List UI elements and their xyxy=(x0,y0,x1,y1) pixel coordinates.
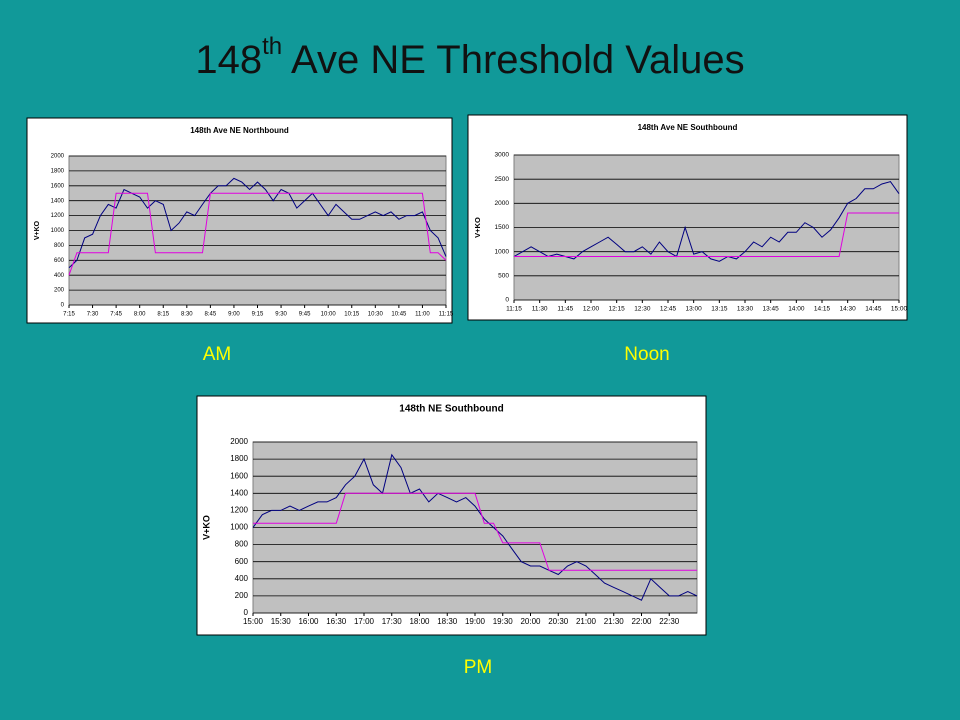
y-tick-label: 2000 xyxy=(230,437,248,446)
y-tick-label: 1600 xyxy=(230,471,248,480)
x-tick-label: 22:00 xyxy=(631,617,652,626)
x-tick-label: 11:30 xyxy=(532,306,548,313)
caption: AM xyxy=(203,344,232,365)
y-tick-label: 0 xyxy=(61,303,65,309)
x-tick-label: 14:15 xyxy=(814,306,831,313)
x-tick-label: 12:30 xyxy=(634,306,651,313)
slide-title: 148th Ave NE Threshold Values xyxy=(195,33,744,81)
x-tick-label: 22:30 xyxy=(659,617,680,626)
x-tick-label: 16:00 xyxy=(298,617,319,626)
series-line xyxy=(68,192,447,276)
y-tick-label: 1400 xyxy=(51,198,65,204)
y-tick-label: 200 xyxy=(235,591,249,600)
series-line xyxy=(513,181,900,262)
x-tick-label: 15:00 xyxy=(891,306,908,313)
y-tick-label: 400 xyxy=(54,273,65,279)
y-tick-label: 600 xyxy=(54,258,65,264)
x-tick-label: 19:00 xyxy=(465,617,486,626)
y-axis-label: V+KO xyxy=(473,217,482,238)
y-tick-label: 1500 xyxy=(495,224,510,231)
x-tick-label: 13:15 xyxy=(711,306,728,313)
y-tick-label: 1200 xyxy=(230,506,248,515)
y-tick-label: 1400 xyxy=(230,488,248,497)
y-tick-label: 1200 xyxy=(51,213,65,219)
chart-title: 148th Ave NE Southbound xyxy=(638,123,738,132)
x-tick-label: 21:30 xyxy=(604,617,625,626)
x-tick-label: 11:00 xyxy=(415,312,430,318)
x-tick-label: 7:30 xyxy=(87,312,99,318)
x-tick-label: 12:00 xyxy=(583,306,600,313)
x-tick-label: 15:30 xyxy=(271,617,292,626)
x-tick-label: 20:00 xyxy=(520,617,541,626)
y-tick-label: 1800 xyxy=(230,454,248,463)
series-line xyxy=(514,212,899,257)
title-main: 148 xyxy=(195,38,262,82)
x-tick-label: 21:00 xyxy=(576,617,597,626)
series-line xyxy=(253,492,697,571)
y-tick-label: 0 xyxy=(505,297,509,304)
y-tick-label: 1000 xyxy=(230,523,248,532)
y-tick-label: 400 xyxy=(235,574,249,583)
x-tick-label: 8:30 xyxy=(181,312,193,318)
x-tick-label: 7:15 xyxy=(63,312,75,318)
x-tick-label: 13:30 xyxy=(737,306,754,313)
y-tick-label: 1000 xyxy=(51,228,65,234)
y-tick-label: 500 xyxy=(498,273,509,280)
y-tick-label: 600 xyxy=(235,557,249,566)
y-tick-label: 3000 xyxy=(495,152,510,159)
x-tick-label: 11:45 xyxy=(557,306,573,313)
x-tick-label: 18:00 xyxy=(409,617,430,626)
x-tick-label: 8:00 xyxy=(134,312,146,318)
title-rest: Ave NE Threshold Values xyxy=(282,38,745,82)
x-tick-label: 10:15 xyxy=(344,312,360,318)
x-tick-label: 16:30 xyxy=(326,617,347,626)
x-tick-label: 20:30 xyxy=(548,617,569,626)
chart-title: 148th NE Southbound xyxy=(399,404,503,415)
x-tick-label: 14:30 xyxy=(840,306,857,313)
y-tick-label: 200 xyxy=(54,288,65,294)
series-line xyxy=(252,453,698,601)
x-tick-label: 17:30 xyxy=(382,617,403,626)
y-tick-label: 0 xyxy=(244,608,249,617)
caption: Noon xyxy=(624,344,669,365)
x-tick-label: 12:45 xyxy=(660,306,677,313)
y-tick-label: 2000 xyxy=(51,154,65,160)
x-tick-label: 14:45 xyxy=(865,306,882,313)
y-axis-label: V+KO xyxy=(34,220,41,240)
x-tick-label: 9:45 xyxy=(299,312,311,318)
y-tick-label: 1800 xyxy=(51,168,65,174)
y-tick-label: 2000 xyxy=(495,200,510,207)
x-tick-label: 13:00 xyxy=(686,306,703,313)
y-tick-label: 1000 xyxy=(495,248,510,255)
x-tick-label: 15:00 xyxy=(243,617,264,626)
y-tick-label: 2500 xyxy=(495,176,510,183)
caption: PM xyxy=(464,657,493,678)
y-tick-label: 800 xyxy=(54,243,65,249)
x-tick-label: 17:00 xyxy=(354,617,375,626)
x-tick-label: 7:45 xyxy=(110,312,122,318)
x-tick-label: 10:45 xyxy=(391,312,407,318)
y-axis-label: V+KO xyxy=(201,515,211,540)
x-tick-label: 9:30 xyxy=(275,312,287,318)
x-tick-label: 9:15 xyxy=(252,312,264,318)
x-tick-label: 10:30 xyxy=(368,312,384,318)
x-tick-label: 10:00 xyxy=(321,312,337,318)
x-tick-label: 12:15 xyxy=(609,306,626,313)
y-tick-label: 800 xyxy=(235,540,249,549)
x-tick-label: 18:30 xyxy=(437,617,458,626)
x-tick-label: 9:00 xyxy=(228,312,240,318)
x-tick-label: 11:15 xyxy=(439,312,454,318)
x-tick-label: 19:30 xyxy=(493,617,514,626)
x-tick-label: 14:00 xyxy=(788,306,805,313)
x-tick-label: 8:45 xyxy=(205,312,217,318)
x-tick-label: 13:45 xyxy=(763,306,780,313)
x-tick-label: 11:15 xyxy=(506,306,522,313)
x-tick-label: 8:15 xyxy=(157,312,169,318)
y-tick-label: 1600 xyxy=(51,183,65,189)
title-sup: th xyxy=(262,33,282,60)
chart-title: 148th Ave NE Northbound xyxy=(190,126,289,135)
